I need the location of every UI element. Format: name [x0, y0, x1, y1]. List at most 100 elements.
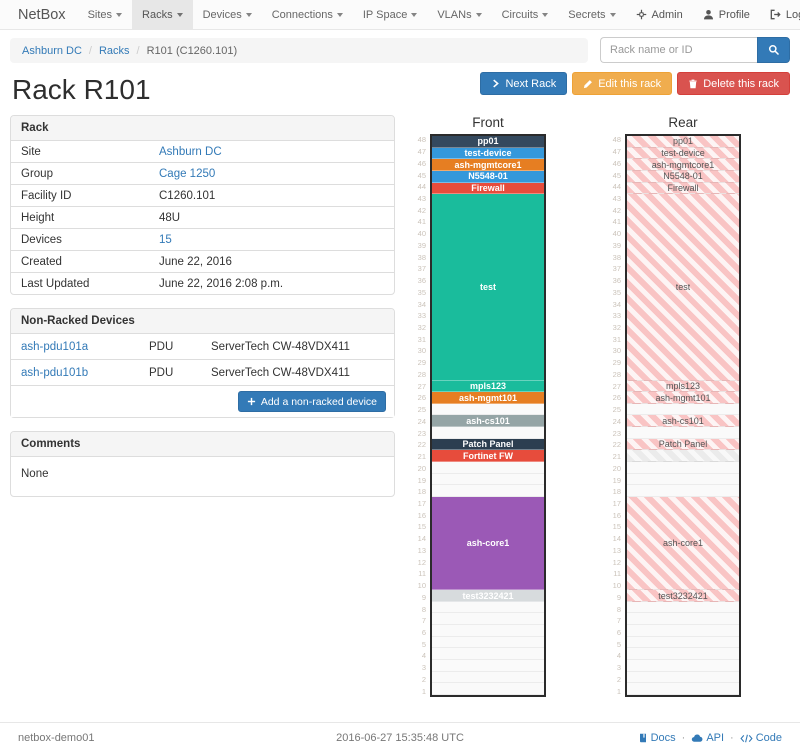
brand[interactable]: NetBox [18, 6, 66, 23]
unit-number: 36 [417, 276, 426, 286]
unit-number: 22 [612, 440, 621, 450]
footer-link-label: Code [755, 732, 783, 744]
rack-device-mpls123[interactable]: mpls123 [432, 380, 544, 393]
footer-hostname: netbox-demo01 [18, 732, 95, 744]
rear-rack-grid: pp01 test-device ash-mgmtcore1 N5548-01 Fire… [625, 134, 741, 697]
rack-device-test[interactable]: test [627, 194, 739, 381]
rack-device-ash-mgmtcore1[interactable]: ash-mgmtcore1 [627, 159, 739, 171]
device-label: test3232421 [462, 590, 514, 601]
unit-number: 6 [421, 627, 426, 637]
rack-device-ash-cs101[interactable]: ash-cs101 [627, 415, 739, 428]
unit-number: 17 [417, 498, 426, 508]
edit-this-rack-button[interactable]: Edit this rack [572, 72, 673, 95]
unit-number: 26 [417, 393, 426, 403]
unit-number: 43 [612, 194, 621, 203]
device-role: PDU [149, 366, 174, 379]
nav-item-vlans[interactable]: VLANs [427, 0, 491, 29]
rack-device-ash-mgmt101[interactable]: ash-mgmt101 [432, 392, 544, 404]
unit-number: 30 [612, 346, 621, 356]
rack-unit-empty [627, 403, 739, 416]
device-name-link[interactable]: ash-pdu101b [21, 366, 89, 379]
rack-device-pp01[interactable]: pp01 [432, 136, 544, 148]
device-name-link[interactable]: ash-pdu101a [21, 340, 89, 353]
rack-device-mpls123[interactable]: mpls123 [627, 380, 739, 393]
code-icon [740, 734, 753, 743]
next-rack-button[interactable]: Next Rack [480, 72, 568, 95]
caret-down-icon [411, 12, 418, 17]
rack-device-fortinet-fw[interactable]: Fortinet FW [432, 450, 544, 463]
info-value[interactable]: Ashburn DC [159, 145, 222, 158]
unit-number: 41 [417, 217, 426, 227]
unit-number: 15 [417, 522, 426, 532]
unit-number: 45 [612, 170, 621, 180]
rack-device-test[interactable]: test [432, 194, 544, 381]
nav-item-label: Connections [271, 8, 333, 21]
device-label: N5548-01 [468, 171, 508, 182]
rack-device-firewall[interactable]: Firewall [627, 182, 739, 195]
add-non-racked-device-button[interactable]: Add a non-racked device [237, 391, 386, 412]
nav-item-devices[interactable]: Devices [193, 0, 262, 29]
footer-link-api[interactable]: API [691, 732, 724, 744]
rack-device-test3232421[interactable]: test3232421 [627, 590, 739, 602]
device-label: ash-cs101 [662, 415, 704, 426]
rack-device-ash-cs101[interactable]: ash-cs101 [432, 415, 544, 428]
delete-this-rack-button[interactable]: Delete this rack [677, 72, 790, 95]
rack-device-ash-core1[interactable]: ash-core1 [627, 497, 739, 591]
rack-device-test-device[interactable]: test-device [432, 147, 544, 160]
non-racked-device-row: ash-pdu101b PDU ServerTech CW-48VDX411 [11, 359, 394, 385]
device-label: Firewall [471, 182, 505, 193]
nav-item-connections[interactable]: Connections [262, 0, 353, 29]
unit-number: 2 [421, 674, 426, 684]
device-label: Patch Panel [462, 439, 514, 450]
unit-number: 25 [612, 405, 621, 415]
nav-item-label: Circuits [501, 8, 539, 21]
unit-number: 39 [417, 240, 426, 250]
nav-menu: Sites Racks Devices Connections IP Space VLAN… [78, 0, 626, 29]
footer-link-docs[interactable]: Docs [638, 732, 676, 744]
rack-device-patch-panel[interactable]: Patch Panel [432, 438, 544, 451]
breadcrumb-item-ashburn-dc[interactable]: Ashburn DC [22, 44, 82, 57]
rack-device-ash-mgmtcore1[interactable]: ash-mgmtcore1 [432, 159, 544, 171]
unit-number: 36 [612, 276, 621, 286]
unit-number: 18 [612, 487, 621, 497]
nav-item-racks[interactable]: Racks [132, 0, 193, 29]
nav-item-circuits[interactable]: Circuits [492, 0, 559, 29]
info-value[interactable]: Cage 1250 [159, 167, 216, 180]
rack-device-ash-core1[interactable]: ash-core1 [432, 497, 544, 591]
nav-item-secrets[interactable]: Secrets [558, 0, 625, 29]
rack-device-n5548-01[interactable]: N5548-01 [432, 170, 544, 183]
cloud-icon [691, 733, 703, 743]
nav-item-log-out[interactable]: Log out [760, 0, 800, 29]
user-icon [703, 9, 714, 20]
search-input[interactable] [600, 37, 757, 63]
info-value[interactable]: 15 [159, 233, 172, 246]
rack-unit-empty [432, 683, 544, 695]
breadcrumb-item-racks[interactable]: Racks [98, 44, 130, 57]
rack-device-test3232421[interactable]: test3232421 [432, 590, 544, 602]
unit-number: 45 [417, 170, 426, 180]
rack-device-patch-panel[interactable]: Patch Panel [627, 438, 739, 451]
footer-link-label: Docs [650, 732, 676, 744]
rack-device-ash-mgmt101[interactable]: ash-mgmt101 [627, 392, 739, 404]
nav-item-label: Log out [785, 8, 800, 21]
unit-number: 14 [612, 534, 621, 544]
rack-device-fortinet-fw[interactable] [627, 450, 739, 463]
rack-device-test-device[interactable]: test-device [627, 147, 739, 160]
nav-item-sites[interactable]: Sites [78, 0, 132, 29]
caret-down-icon [176, 12, 183, 17]
rack-device-pp01[interactable]: pp01 [627, 136, 739, 148]
nav-item-ip-space[interactable]: IP Space [353, 0, 427, 29]
nav-item-label: Racks [142, 8, 173, 21]
unit-number: 12 [417, 557, 426, 567]
rack-device-n5548-01[interactable]: N5548-01 [627, 170, 739, 183]
nav-item-admin[interactable]: Admin [626, 0, 693, 29]
rack-device-firewall[interactable]: Firewall [432, 182, 544, 195]
unit-number: 7 [616, 616, 621, 626]
search-button[interactable] [757, 37, 790, 63]
unit-number: 44 [612, 182, 621, 192]
nav-item-profile[interactable]: Profile [693, 0, 760, 29]
unit-number: 35 [417, 287, 426, 297]
footer-link-code[interactable]: Code [740, 732, 782, 744]
device-label: pp01 [477, 136, 499, 147]
unit-number: 37 [612, 264, 621, 274]
